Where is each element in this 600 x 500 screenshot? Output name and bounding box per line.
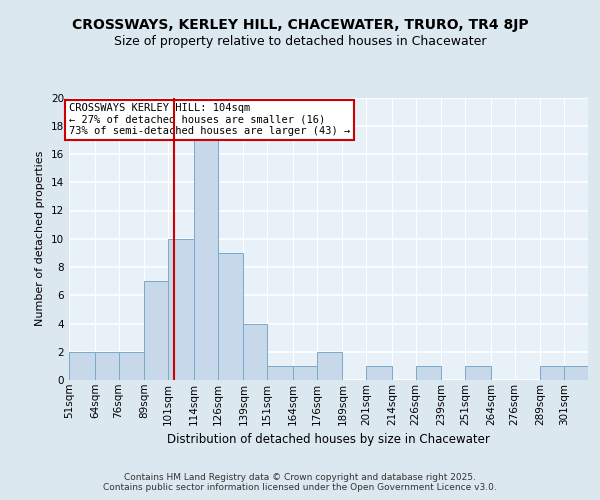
Text: Size of property relative to detached houses in Chacewater: Size of property relative to detached ho… [114, 35, 486, 48]
Bar [541, 366, 564, 380]
Bar [366, 366, 392, 380]
Bar [465, 366, 491, 380]
Bar [144, 281, 168, 380]
Bar [244, 324, 267, 380]
Bar [194, 140, 218, 380]
Bar [69, 352, 95, 380]
X-axis label: Distribution of detached houses by size in Chacewater: Distribution of detached houses by size … [167, 433, 490, 446]
Bar [168, 239, 194, 380]
Text: CROSSWAYS, KERLEY HILL, CHACEWATER, TRURO, TR4 8JP: CROSSWAYS, KERLEY HILL, CHACEWATER, TRUR… [71, 18, 529, 32]
Bar [317, 352, 343, 380]
Text: CROSSWAYS KERLEY HILL: 104sqm
← 27% of detached houses are smaller (16)
73% of s: CROSSWAYS KERLEY HILL: 104sqm ← 27% of d… [69, 103, 350, 136]
Bar [119, 352, 144, 380]
Text: Contains HM Land Registry data © Crown copyright and database right 2025.
Contai: Contains HM Land Registry data © Crown c… [103, 473, 497, 492]
Bar [95, 352, 119, 380]
Bar [218, 253, 244, 380]
Bar [267, 366, 293, 380]
Bar [564, 366, 588, 380]
Y-axis label: Number of detached properties: Number of detached properties [35, 151, 46, 326]
Bar [416, 366, 442, 380]
Bar [293, 366, 317, 380]
